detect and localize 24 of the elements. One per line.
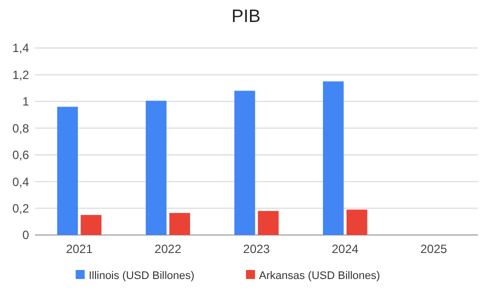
x-tick-label: 2023 [243,242,270,256]
y-tick-label: 0,6 [12,148,30,162]
bar [234,90,256,235]
y-tick-label: 0 [22,228,30,242]
bar [57,106,78,235]
x-tick-label: 2022 [154,242,182,256]
legend-label: Illinois (USD Billones) [88,270,194,282]
legend-label: Arkansas (USD Billones) [259,270,380,282]
y-tick-label: 1,4 [12,41,30,56]
y-tick-label: 0,8 [12,121,30,136]
y-tick-label: 1,2 [12,68,30,82]
x-tick-label: 2021 [66,242,93,256]
y-tick-label: 0,4 [12,174,30,189]
bar [346,210,368,235]
x-tick-label: 2024 [332,242,359,256]
bar [146,100,166,235]
y-tick-label: 1 [22,94,30,109]
bar [322,81,344,235]
x-tick-label: 2025 [420,242,448,256]
bar [258,210,279,235]
bar [80,214,102,235]
chart-title: PIB [231,6,261,26]
y-tick-label: 0,2 [12,201,30,216]
bar [169,212,190,235]
